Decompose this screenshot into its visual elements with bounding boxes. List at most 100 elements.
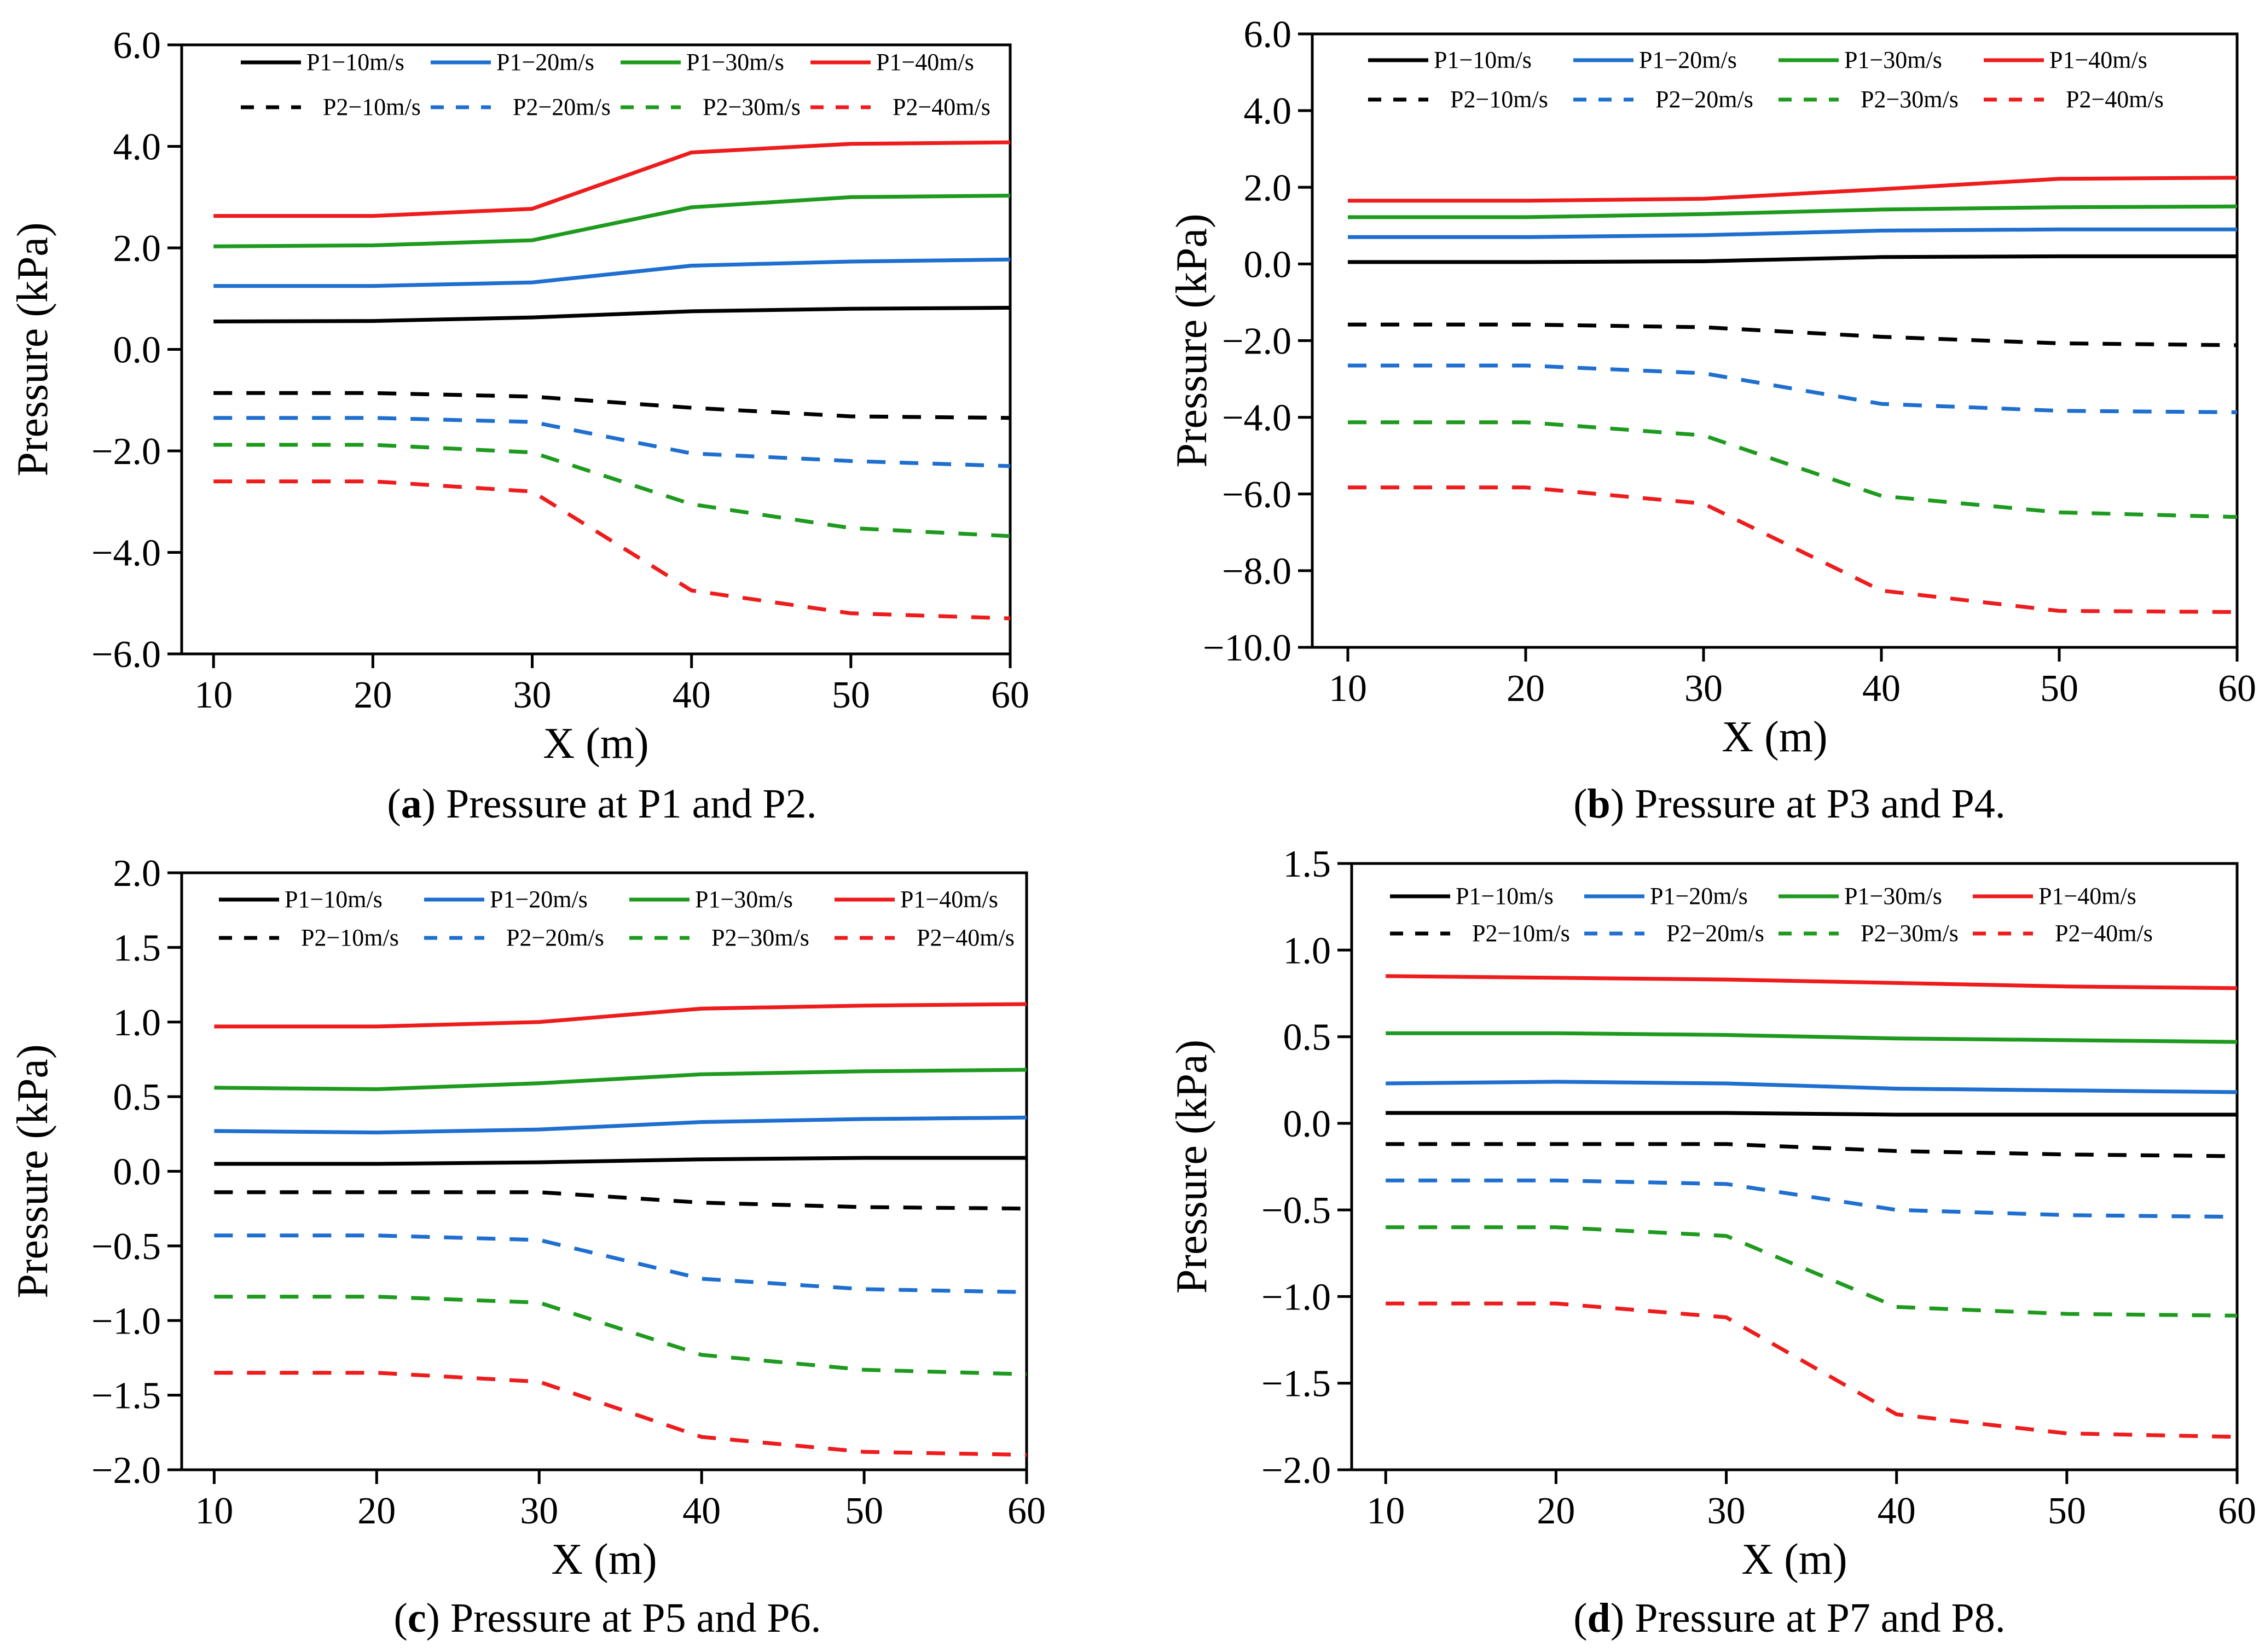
x-tick-label: 50 <box>832 674 870 716</box>
x-tick-label: 30 <box>1684 668 1723 710</box>
y-tick-label: −0.5 <box>91 1226 161 1268</box>
y-tick-label: 2.0 <box>113 853 161 895</box>
legend-label-p2_30: P2−30m/s <box>1861 920 1959 947</box>
caption-open-paren: ( <box>1573 1595 1587 1641</box>
x-axis-title: X (m) <box>1722 713 1827 761</box>
legend-label-p1_30: P1−30m/s <box>686 49 784 76</box>
legend-label-p2_20: P2−20m/s <box>506 924 604 951</box>
caption-open-paren: ( <box>1573 781 1587 827</box>
x-tick-label: 60 <box>1007 1490 1046 1532</box>
y-tick-label: −1.5 <box>91 1375 161 1417</box>
series-line-p2_20 <box>1386 1178 2238 1219</box>
legend-label-p1_20: P1−20m/s <box>496 49 594 76</box>
caption-text: ) Pressure at P7 and P8. <box>1611 1595 2006 1641</box>
legend: P1−10m/s P1−20m/s P1−30m/s P1−40m/s P2−10m/s… <box>1368 47 2164 113</box>
y-tick-label: −2.0 <box>91 431 161 473</box>
x-tick-label: 50 <box>2048 1490 2086 1532</box>
series-line-p2_20 <box>214 1233 1027 1294</box>
legend-label-p1_30: P1−30m/s <box>1844 47 1942 73</box>
y-axis-title: Pressure (kPa) <box>9 222 57 476</box>
y-tick-label: 0.0 <box>113 1151 161 1193</box>
series-line-p1_40 <box>1386 974 2238 990</box>
series-line-p1_30 <box>214 1068 1027 1091</box>
series-line-p2_40 <box>213 479 1011 621</box>
series-line-p1_40 <box>213 140 1011 218</box>
series-line-p1_20 <box>1386 1080 2238 1094</box>
legend: P1−10m/s P1−20m/s P1−30m/s P1−40m/s P2−10m/s… <box>219 886 1015 951</box>
caption-open-paren: ( <box>387 781 401 827</box>
y-tick-label: −4.0 <box>1222 397 1291 439</box>
y-tick-label: 6.0 <box>113 25 161 67</box>
y-tick-label: −4.0 <box>91 532 161 575</box>
legend-label-p1_20: P1−20m/s <box>1639 47 1737 73</box>
legend-label-p2_10: P2−10m/s <box>1472 920 1570 947</box>
x-tick-label: 20 <box>354 674 392 716</box>
series-line-p2_10 <box>1348 322 2238 347</box>
caption-label: c <box>408 1595 426 1641</box>
y-tick-label: −1.5 <box>1261 1363 1331 1405</box>
x-axis-title: X (m) <box>551 1535 657 1584</box>
x-axis-title: X (m) <box>543 720 648 768</box>
y-axis-title: Pressure (kPa) <box>9 1044 57 1298</box>
series-line-p2_30 <box>1386 1225 2238 1318</box>
legend-label-p1_20: P1−20m/s <box>490 886 588 913</box>
y-tick-label: −1.0 <box>91 1300 161 1342</box>
series-line-p2_10 <box>1386 1142 2238 1158</box>
legend-label-p1_10: P1−10m/s <box>1456 883 1554 909</box>
legend-label-p2_20: P2−20m/s <box>1655 86 1753 113</box>
chart-panel-a: 10 20 30 40 50 60 −6.0 −4.0 −2.0 0.0 2.0 4.0 6.0 X (m… <box>9 25 1029 768</box>
panel-caption: (c) Pressure at P5 and P6. <box>394 1595 821 1641</box>
y-tick-label: 1.5 <box>1283 843 1331 885</box>
y-tick-label: 1.0 <box>113 1002 161 1044</box>
legend-label-p1_40: P1−40m/s <box>2038 883 2136 909</box>
x-tick-label: 20 <box>357 1490 396 1532</box>
x-tick-label: 10 <box>194 674 233 716</box>
legend-label-p2_30: P2−30m/s <box>711 924 809 951</box>
series-line-p2_40 <box>1348 485 2238 614</box>
caption-open-paren: ( <box>394 1595 408 1641</box>
panel-caption: (a) Pressure at P1 and P2. <box>387 781 816 827</box>
series-line-p1_10 <box>1348 254 2237 264</box>
series-line-p2_40 <box>214 1371 1027 1457</box>
series-line-p2_20 <box>213 416 1011 468</box>
y-tick-label: 4.0 <box>1244 90 1292 132</box>
legend-label-p2_40: P2−40m/s <box>2055 920 2153 947</box>
x-tick-label: 60 <box>991 674 1029 716</box>
caption-text: ) Pressure at P3 and P4. <box>1611 781 2006 827</box>
series-line-p2_20 <box>1348 363 2238 414</box>
legend-label-p2_40: P2−40m/s <box>893 94 990 120</box>
series-line-p2_30 <box>214 1295 1027 1376</box>
plot-frame <box>180 43 1012 656</box>
y-tick-label: −6.0 <box>91 634 161 676</box>
x-tick-label: 30 <box>520 1490 558 1532</box>
y-tick-label: 0.0 <box>113 329 161 372</box>
x-tick-label: 40 <box>1862 668 1901 710</box>
legend-label-p1_20: P1−20m/s <box>1650 883 1748 909</box>
chart-panel-c: 10 20 30 40 50 60 −2.0 −1.5 −1.0 −0.5 0.0 0.5 1.0 1.5… <box>9 853 1046 1584</box>
y-tick-label: 0.0 <box>1283 1103 1331 1145</box>
series-line-p2_10 <box>214 1190 1027 1211</box>
x-axis-title: X (m) <box>1741 1535 1847 1584</box>
caption-text: ) Pressure at P5 and P6. <box>426 1595 821 1641</box>
panel-caption: (d) Pressure at P7 and P8. <box>1573 1595 2006 1641</box>
y-tick-label: −1.0 <box>1261 1276 1331 1318</box>
chart-panel-b: 10 20 30 40 50 60 −10.0 −8.0 −6.0 −4.0 −2.0 0.0 2.0 4… <box>1168 14 2256 761</box>
x-tick-label: 10 <box>1366 1490 1405 1532</box>
x-tick-label: 50 <box>845 1490 883 1532</box>
legend-label-p1_40: P1−40m/s <box>876 49 974 76</box>
legend-label-p2_20: P2−20m/s <box>513 94 611 120</box>
series-line-p1_10 <box>214 1156 1027 1166</box>
legend-label-p1_40: P1−40m/s <box>2049 47 2147 73</box>
y-tick-label: −2.0 <box>1261 1450 1331 1492</box>
legend-label-p1_30: P1−30m/s <box>1844 883 1942 909</box>
x-tick-label: 40 <box>673 674 711 716</box>
series-line-p2_40 <box>1386 1301 2238 1439</box>
series-line-p2_10 <box>213 391 1011 420</box>
panel-caption: (b) Pressure at P3 and P4. <box>1573 781 2006 827</box>
series-line-p1_20 <box>1348 227 2237 239</box>
x-tick-label: 10 <box>195 1490 233 1532</box>
y-tick-label: 1.5 <box>113 927 161 969</box>
series-line-p1_30 <box>1348 204 2238 219</box>
legend-label-p2_40: P2−40m/s <box>917 924 1015 951</box>
